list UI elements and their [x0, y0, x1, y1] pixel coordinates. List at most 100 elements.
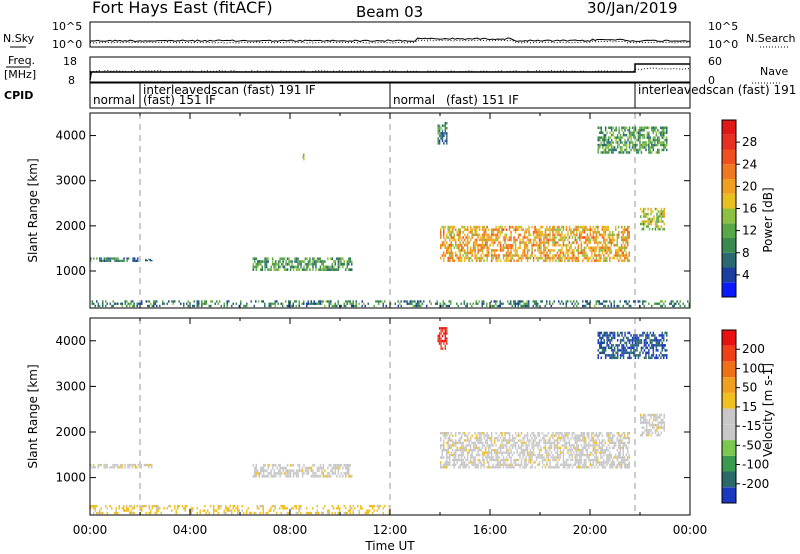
- data-cell: [570, 446, 572, 449]
- data-cell: [526, 453, 529, 457]
- data-cell: [624, 126, 626, 129]
- data-cell: [652, 339, 655, 342]
- data-cell: [466, 451, 469, 454]
- data-cell: [257, 472, 259, 475]
- data-cell: [577, 236, 580, 239]
- data-cell: [649, 136, 652, 139]
- data-cell: [443, 243, 445, 247]
- data-cell: [93, 505, 95, 508]
- data-cell: [115, 509, 117, 512]
- data-cell: [264, 304, 266, 308]
- data-cell: [538, 228, 541, 231]
- data-cell: [453, 246, 455, 250]
- data-cell: [662, 421, 664, 424]
- data-cell: [446, 134, 448, 138]
- data-cell: [615, 441, 617, 445]
- data-cell: [508, 436, 511, 440]
- data-cell: [645, 426, 648, 429]
- data-cell: [513, 259, 515, 262]
- data-cell: [622, 436, 624, 440]
- data-cell: [555, 434, 557, 437]
- data-cell: [523, 249, 526, 252]
- data-cell: [655, 151, 658, 154]
- data-cell: [633, 349, 635, 352]
- data-cell: [550, 446, 553, 449]
- data-cell: [495, 436, 497, 440]
- cpid-segment-2-line1: normal: [393, 93, 435, 107]
- data-cell: [301, 474, 304, 478]
- data-cell: [297, 472, 299, 475]
- data-cell: [574, 228, 577, 231]
- data-cell: [183, 304, 185, 308]
- y-tick-label: 1000: [55, 471, 86, 485]
- data-cell: [657, 426, 660, 429]
- data-cell: [619, 136, 622, 139]
- data-cell: [459, 441, 461, 445]
- data-cell: [589, 238, 592, 242]
- data-cell: [649, 331, 652, 335]
- data-cell: [622, 133, 625, 137]
- data-cell: [660, 339, 662, 342]
- data-cell: [582, 259, 584, 262]
- data-cell: [465, 434, 467, 437]
- data-cell: [555, 446, 557, 449]
- data-cell: [553, 444, 556, 447]
- data-cell: [474, 251, 476, 255]
- data-cell: [595, 434, 598, 437]
- data-cell: [651, 423, 654, 427]
- data-cell: [660, 351, 662, 355]
- data-cell: [528, 241, 530, 244]
- data-cell: [621, 141, 623, 144]
- data-cell: [643, 146, 646, 149]
- data-cell: [657, 220, 660, 223]
- data-cell: [651, 431, 654, 434]
- data-cell: [99, 257, 101, 260]
- data-cell: [642, 413, 645, 417]
- data-cell: [664, 354, 666, 357]
- data-cell: [384, 300, 386, 303]
- data-cell: [453, 259, 455, 262]
- data-cell: [315, 260, 317, 263]
- data-cell: [493, 300, 495, 303]
- data-cell: [495, 236, 497, 239]
- data-cell: [538, 456, 541, 459]
- data-cell: [270, 474, 272, 478]
- data-cell: [243, 511, 245, 515]
- data-cell: [444, 339, 446, 343]
- data-cell: [282, 466, 284, 470]
- data-cell: [552, 456, 554, 459]
- data-cell: [568, 249, 571, 252]
- data-cell: [446, 449, 448, 452]
- data-cell: [644, 212, 646, 216]
- data-cell: [261, 469, 263, 473]
- data-cell: [135, 259, 137, 262]
- data-cell: [499, 249, 502, 252]
- data-cell: [228, 509, 230, 512]
- data-cell: [529, 466, 532, 469]
- data-cell: [312, 469, 314, 473]
- data-cell: [510, 466, 512, 469]
- data-cell: [549, 256, 551, 260]
- data-cell: [628, 346, 631, 350]
- data-cell: [437, 132, 439, 135]
- data-cell: [498, 254, 500, 257]
- data-cell: [553, 243, 556, 247]
- data-cell: [624, 461, 626, 464]
- data-cell: [607, 432, 610, 435]
- data-cell: [640, 413, 642, 417]
- data-cell: [514, 463, 517, 466]
- data-cell: [343, 302, 345, 305]
- data-cell: [469, 228, 472, 231]
- data-cell: [455, 441, 457, 445]
- data-cell: [354, 507, 356, 510]
- data-cell: [271, 463, 274, 467]
- data-cell: [647, 421, 649, 424]
- data-cell: [522, 449, 524, 452]
- data-cell: [613, 256, 615, 260]
- data-cell: [295, 260, 298, 263]
- data-cell: [661, 148, 663, 152]
- data-cell: [151, 463, 153, 467]
- data-cell: [567, 243, 569, 247]
- data-cell: [621, 148, 623, 152]
- data-cell: [621, 461, 623, 464]
